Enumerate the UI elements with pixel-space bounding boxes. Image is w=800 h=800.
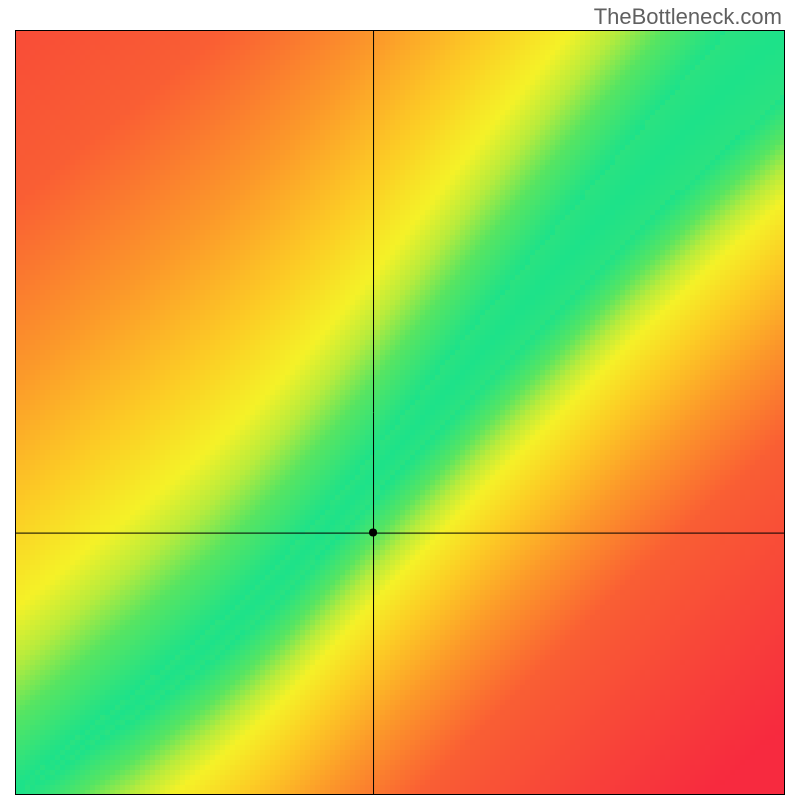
bottleneck-heatmap: [0, 0, 800, 800]
chart-container: { "watermark": { "text": "TheBottleneck.…: [0, 0, 800, 800]
watermark-text: TheBottleneck.com: [594, 4, 782, 30]
